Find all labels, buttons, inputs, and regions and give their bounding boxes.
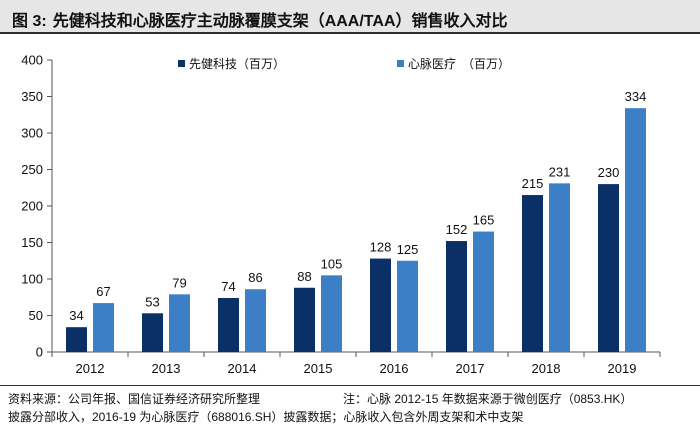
data-label: 231 (549, 164, 571, 179)
bar-series-2 (473, 231, 494, 352)
x-tick-label: 2015 (304, 361, 333, 376)
bar-series-2 (321, 275, 342, 352)
bar-series-2 (245, 289, 266, 352)
legend-label-1: 先健科技（百万） (189, 57, 285, 71)
x-tick-label: 2019 (608, 361, 637, 376)
bar-chart: 0 50 100 150 200 250 300 350 400 34 67 2012 53 79 2013… (21, 53, 661, 376)
bar-series-2 (169, 294, 190, 352)
data-label: 125 (397, 242, 419, 257)
y-tick-label: 400 (21, 53, 43, 68)
y-tick-label: 300 (21, 126, 43, 141)
footer-divider (0, 385, 700, 386)
bar-series-1 (66, 327, 87, 352)
bar-series-1 (446, 241, 467, 352)
source-text: 资料来源：公司年报、国信证券经济研究所整理 (8, 392, 261, 406)
y-tick-label: 150 (21, 235, 43, 250)
bar-series-1 (370, 258, 391, 352)
y-tick-label: 350 (21, 89, 43, 104)
y-tick-label: 0 (36, 345, 43, 360)
bar-series-2 (625, 108, 646, 353)
x-tick-label: 2017 (456, 361, 485, 376)
bar-series-1 (294, 287, 315, 352)
figure-title-text: 先健科技和心脉医疗主动脉覆膜支架（AAA/TAA）销售收入对比 (52, 13, 508, 30)
bar-series-1 (598, 184, 619, 352)
y-tick-label: 50 (29, 308, 43, 323)
x-tick-label: 2016 (380, 361, 409, 376)
data-label: 128 (370, 240, 392, 255)
bar-series-1 (218, 297, 239, 352)
data-label: 334 (625, 89, 647, 104)
figure-title: 图 3: 先健科技和心脉医疗主动脉覆膜支架（AAA/TAA）销售收入对比 (12, 7, 508, 31)
bar-series-2 (549, 183, 570, 352)
legend-label-2: 心脉医疗 （百万） (408, 56, 510, 71)
bar-series-2 (397, 260, 418, 352)
data-label: 215 (522, 176, 544, 191)
x-tick-label: 2013 (152, 361, 181, 376)
x-tick-label: 2012 (76, 361, 105, 376)
data-label: 230 (598, 165, 620, 180)
x-tick-label: 2018 (532, 361, 561, 376)
y-tick-label: 250 (21, 162, 43, 177)
data-label: 67 (96, 284, 110, 299)
bar-series-1 (142, 313, 163, 352)
bar-series-1 (522, 195, 543, 352)
note-text-2: 披露分部收入，2016-19 为心脉医疗（688016.SH）披露数据；心脉收入… (8, 410, 524, 424)
data-label: 88 (297, 269, 311, 284)
data-label: 152 (446, 222, 468, 237)
legend-swatch-2 (397, 60, 404, 67)
data-label: 79 (172, 275, 186, 290)
y-tick-label: 200 (21, 199, 43, 214)
data-label: 105 (321, 256, 343, 271)
data-label: 53 (145, 294, 159, 309)
data-label: 86 (248, 270, 262, 285)
figure-label: 图 3: (12, 13, 47, 30)
bar-series-2 (93, 303, 114, 352)
footer-line-1: 资料来源：公司年报、国信证券经济研究所整理 注：心脉 2012-15 年数据来源… (8, 390, 632, 407)
legend-swatch-1 (178, 60, 185, 67)
footer-line-2: 披露分部收入，2016-19 为心脉医疗（688016.SH）披露数据；心脉收入… (8, 408, 523, 425)
y-tick-label: 100 (21, 272, 43, 287)
x-tick-label: 2014 (228, 361, 257, 376)
data-label: 34 (69, 308, 83, 323)
figure-title-bar: 图 3: 先健科技和心脉医疗主动脉覆膜支架（AAA/TAA）销售收入对比 (0, 0, 700, 34)
note-text-1: 注：心脉 2012-15 年数据来源于微创医疗（0853.HK） (343, 392, 633, 406)
data-label: 165 (473, 213, 495, 228)
data-label: 74 (221, 279, 235, 294)
